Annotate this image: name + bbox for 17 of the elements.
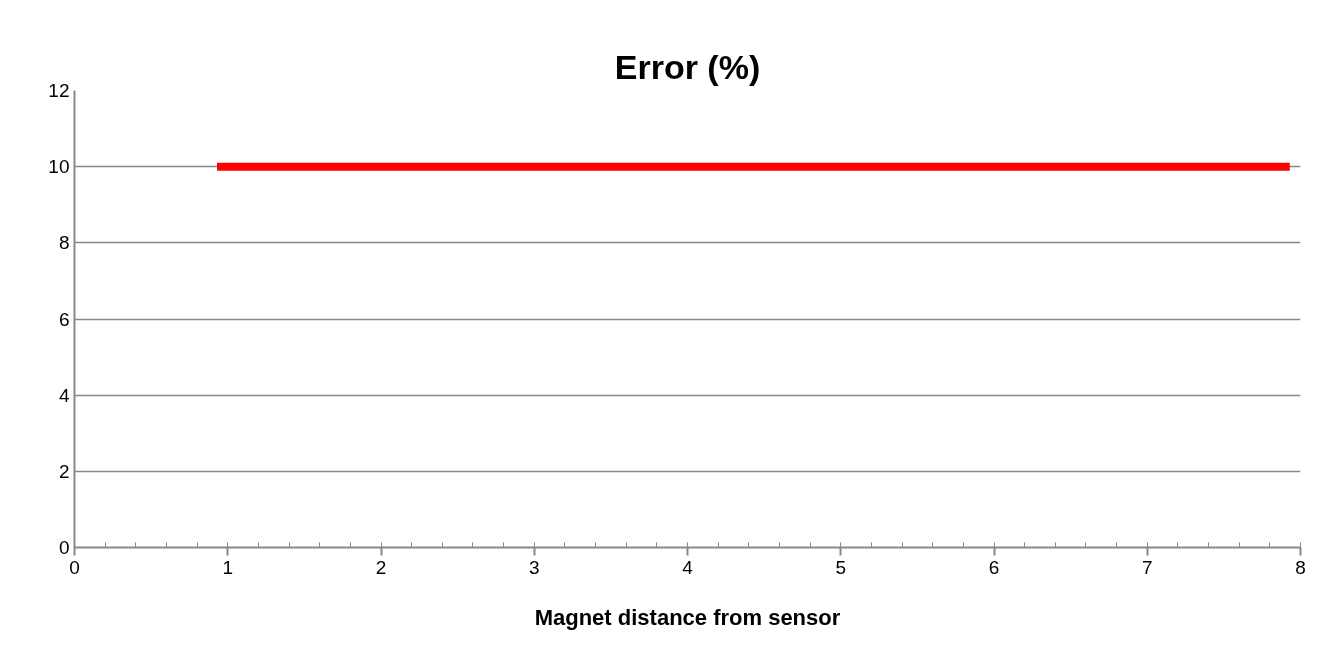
x-tick-label: 6 <box>988 556 1000 578</box>
y-tick-label: 0 <box>58 537 70 558</box>
y-tick-label: 2 <box>58 460 70 482</box>
x-tick-label: 1 <box>222 556 234 578</box>
y-tick-label: 10 <box>48 156 70 178</box>
x-tick-label: 3 <box>528 556 540 578</box>
x-tick-label: 5 <box>835 556 847 578</box>
y-tick-label: 4 <box>58 384 70 406</box>
x-axis-title: Magnet distance from sensor <box>534 604 841 630</box>
y-tick-label: 12 <box>48 80 70 101</box>
y-tick-label: 8 <box>58 232 70 254</box>
x-tick-label: 8 <box>1295 556 1306 578</box>
x-tick-label: 4 <box>682 556 694 578</box>
x-tick-label: 7 <box>1141 556 1153 578</box>
y-tick-label: 6 <box>58 308 70 330</box>
chart-title: Error (%) <box>614 47 761 86</box>
x-tick-label: 2 <box>375 556 387 578</box>
